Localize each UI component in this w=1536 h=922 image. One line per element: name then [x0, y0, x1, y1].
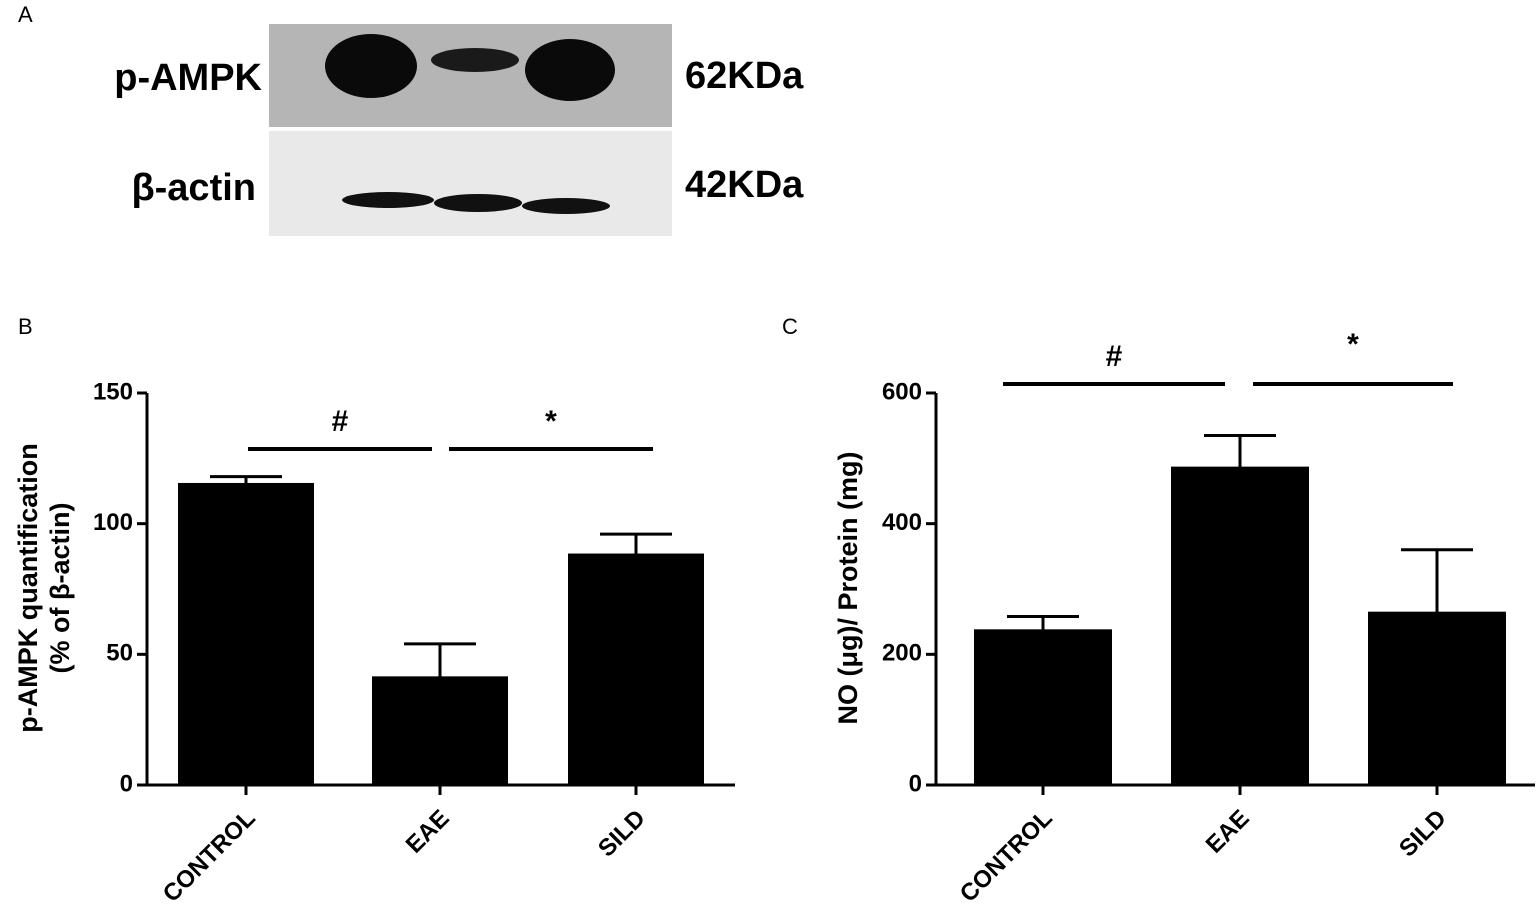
blot-band	[431, 48, 519, 72]
significance-label: *	[1347, 328, 1359, 361]
panel-label: A	[18, 2, 33, 27]
y-tick-label: 0	[120, 770, 133, 797]
x-tick-label: CONTROL	[955, 805, 1058, 908]
size-label: 42KDa	[685, 164, 804, 206]
bar	[178, 482, 314, 787]
y-axis-label: NO (μg)/ Protein (mg)	[833, 452, 863, 725]
blot-label: β-actin	[131, 167, 256, 209]
blot-band	[525, 39, 615, 101]
x-tick-label: EAE	[401, 805, 455, 859]
blot-membrane	[269, 131, 672, 236]
blot-label: p-AMPK	[114, 57, 262, 99]
blot-band	[522, 198, 610, 214]
y-tick-label: 200	[882, 640, 922, 667]
y-tick-label: 0	[909, 770, 922, 797]
significance-label: *	[545, 405, 557, 438]
x-tick-label: CONTROL	[158, 805, 261, 908]
panel-label: C	[782, 314, 798, 339]
x-tick-label: SILD	[1394, 805, 1452, 863]
y-tick-label: 600	[882, 378, 922, 405]
bar	[974, 629, 1112, 787]
bar	[372, 676, 508, 787]
y-axis-label: p-AMPK quantification	[13, 443, 43, 732]
y-tick-label: 100	[93, 509, 133, 536]
y-tick-label: 50	[106, 640, 133, 667]
y-tick-label: 150	[93, 378, 133, 405]
blot-band	[434, 194, 522, 212]
significance-label: #	[1106, 340, 1123, 373]
panel-label: B	[18, 314, 33, 339]
x-tick-label: EAE	[1201, 805, 1255, 859]
y-tick-label: 400	[882, 509, 922, 536]
bar	[1171, 466, 1309, 787]
y-axis-label: (% of β-actin)	[45, 503, 75, 674]
size-label: 62KDa	[685, 55, 804, 97]
blot-band	[342, 192, 434, 208]
blot-band	[325, 34, 417, 98]
x-tick-label: SILD	[593, 805, 651, 863]
bar	[1368, 611, 1506, 787]
significance-label: #	[332, 405, 349, 438]
bar	[568, 553, 704, 787]
